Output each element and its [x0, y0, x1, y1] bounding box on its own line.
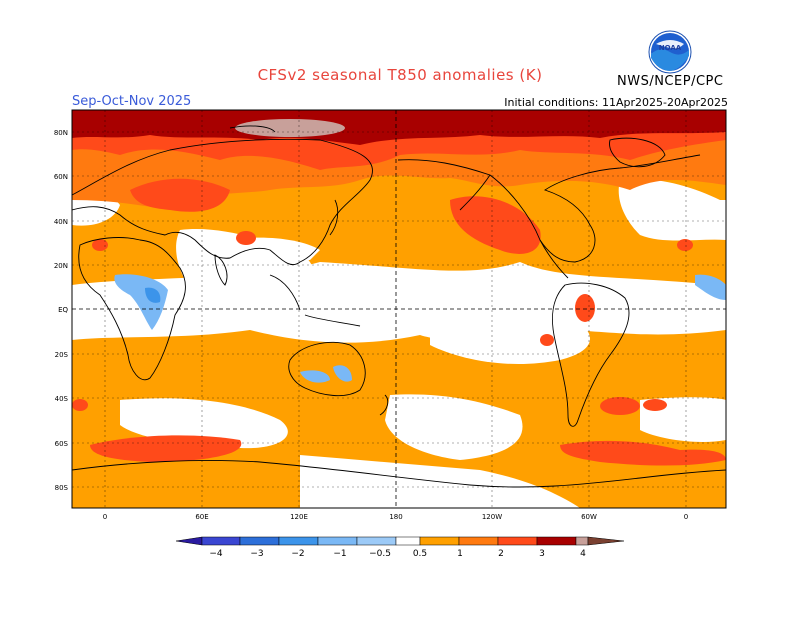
lat-label: 40N: [54, 218, 68, 226]
lat-label: EQ: [58, 306, 68, 314]
lat-label: 40S: [55, 395, 69, 403]
legend-tick-label: −3: [250, 549, 263, 559]
lon-label: 180: [389, 513, 402, 521]
legend-swatch: [395, 536, 421, 546]
lon-label: 120W: [482, 513, 502, 521]
season-label: Sep-Oct-Nov 2025: [72, 94, 192, 109]
coastlines: [72, 125, 726, 488]
lat-label: 60S: [55, 440, 69, 448]
lat-label: 80N: [54, 129, 68, 137]
legend-tick-label: −1: [333, 549, 346, 559]
legend-swatch: [278, 536, 319, 546]
legend-swatch: [239, 536, 280, 546]
agency-label: NWS/NCEP/CPC: [617, 74, 724, 89]
legend-tick-label: 3: [539, 549, 545, 559]
initial-conditions: Initial conditions: 11Apr2025-20Apr2025: [504, 96, 728, 109]
legend-high-arrow: [587, 536, 625, 546]
legend-swatch: [497, 536, 538, 546]
legend-swatch: [458, 536, 499, 546]
lat-label: 20S: [55, 351, 69, 359]
legend-tick-label: 1: [457, 549, 463, 559]
legend-tick-label: 4: [580, 549, 586, 559]
legend-swatch: [419, 536, 460, 546]
grid: [72, 110, 726, 508]
legend-swatch: [575, 536, 589, 546]
lon-label: 0: [103, 513, 107, 521]
lon-label: 60W: [581, 513, 597, 521]
legend-swatch: [317, 536, 358, 546]
map-frame: [71, 109, 727, 509]
lat-label: 60N: [54, 173, 68, 181]
color-legend: −4 −3 −2 −1 −0.5 0.5 1 2 3 4: [175, 536, 625, 559]
lat-labels: 80N 60N 40N 20N EQ 20S 40S 60S 80S: [54, 129, 69, 492]
legend-swatch: [356, 536, 397, 546]
lat-label: 20N: [54, 262, 68, 270]
anomaly-field: [72, 110, 726, 508]
logo-text: NOAA: [659, 44, 682, 52]
legend-low-arrow: [175, 536, 203, 546]
lat-label: 80S: [55, 484, 69, 492]
legend-tick-label: −0.5: [369, 549, 391, 559]
legend-tick-label: 2: [498, 549, 504, 559]
legend-swatch: [536, 536, 577, 546]
map-title: CFSv2 seasonal T850 anomalies (K): [257, 66, 543, 84]
lon-labels: 0 60E 120E 180 120W 60W 0: [103, 513, 688, 521]
lon-label: 120E: [290, 513, 308, 521]
legend-swatch: [201, 536, 241, 546]
lon-label: 60E: [195, 513, 208, 521]
legend-tick-label: 0.5: [413, 549, 427, 559]
legend-tick-label: −4: [209, 549, 223, 559]
lon-label: 0: [684, 513, 688, 521]
noaa-logo: NOAA: [648, 30, 692, 74]
legend-tick-label: −2: [291, 549, 304, 559]
